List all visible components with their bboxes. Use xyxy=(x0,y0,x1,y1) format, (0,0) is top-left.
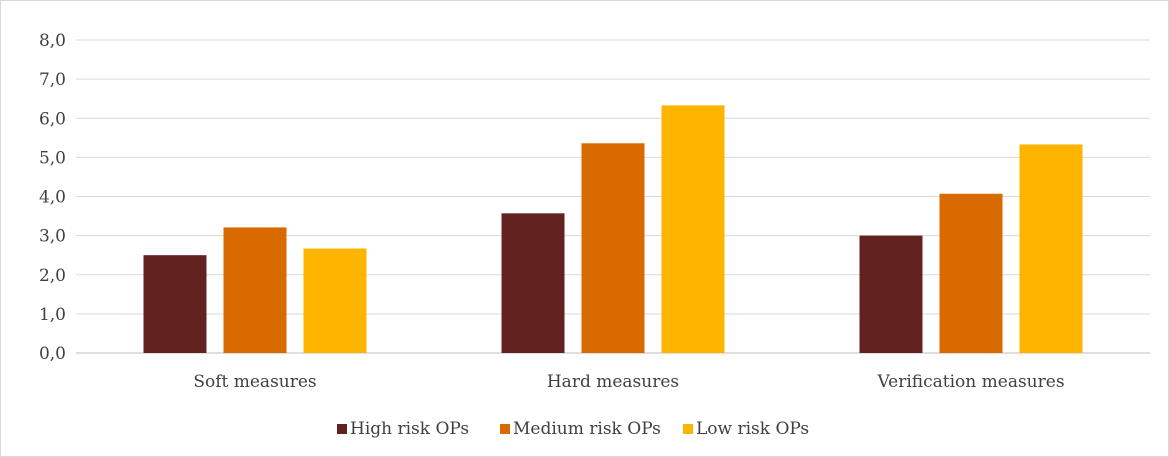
bar-low-risk-ops-0 xyxy=(303,248,367,353)
y-tick-label: 7,0 xyxy=(39,70,66,90)
bar-low-risk-ops-1 xyxy=(661,105,725,354)
y-tick-label: 3,0 xyxy=(39,227,66,247)
bar-medium-risk-ops-1 xyxy=(581,143,645,353)
legend-label: Low risk OPs xyxy=(696,419,809,439)
legend-label: High risk OPs xyxy=(350,419,469,439)
x-category-label: Verification measures xyxy=(876,372,1064,392)
y-tick-label: 2,0 xyxy=(39,266,66,286)
bar-low-risk-ops-2 xyxy=(1019,144,1083,353)
legend: High risk OPs Medium risk OPs Low risk OPs xyxy=(337,419,809,439)
x-category-label: Hard measures xyxy=(547,372,679,392)
bar-medium-risk-ops-2 xyxy=(939,193,1003,353)
legend-swatch xyxy=(337,424,347,434)
bar-high-risk-ops-2 xyxy=(859,235,923,353)
bar-high-risk-ops-0 xyxy=(143,255,207,353)
x-category-label: Soft measures xyxy=(193,372,316,392)
y-tick-label: 8,0 xyxy=(39,31,66,51)
y-tick-label: 1,0 xyxy=(39,305,66,325)
legend-swatch xyxy=(500,424,510,434)
bar-high-risk-ops-1 xyxy=(501,213,565,353)
bars xyxy=(143,105,1083,354)
bar-medium-risk-ops-0 xyxy=(223,227,287,353)
y-tick-label: 0,0 xyxy=(39,344,66,364)
legend-swatch xyxy=(683,424,693,434)
legend-label: Medium risk OPs xyxy=(513,419,661,439)
y-tick-label: 6,0 xyxy=(39,109,66,129)
y-axis-ticks: 0,0 1,0 2,0 3,0 4,0 5,0 6,0 7,0 8,0 xyxy=(39,31,66,364)
y-tick-label: 5,0 xyxy=(39,148,66,168)
x-axis-categories: Soft measures Hard measures Verification m… xyxy=(193,372,1064,392)
y-tick-label: 4,0 xyxy=(39,188,66,208)
